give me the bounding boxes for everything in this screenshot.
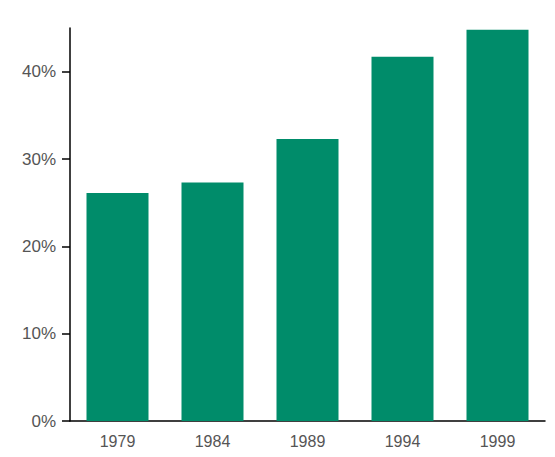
svg-text:20%: 20%: [22, 237, 56, 256]
svg-text:10%: 10%: [22, 324, 56, 343]
svg-text:1994: 1994: [385, 433, 421, 450]
svg-text:1979: 1979: [100, 433, 136, 450]
svg-text:40%: 40%: [22, 62, 56, 81]
svg-text:1999: 1999: [480, 433, 516, 450]
svg-text:1989: 1989: [290, 433, 326, 450]
svg-text:1984: 1984: [195, 433, 231, 450]
svg-text:0%: 0%: [31, 412, 56, 431]
svg-text:30%: 30%: [22, 150, 56, 169]
